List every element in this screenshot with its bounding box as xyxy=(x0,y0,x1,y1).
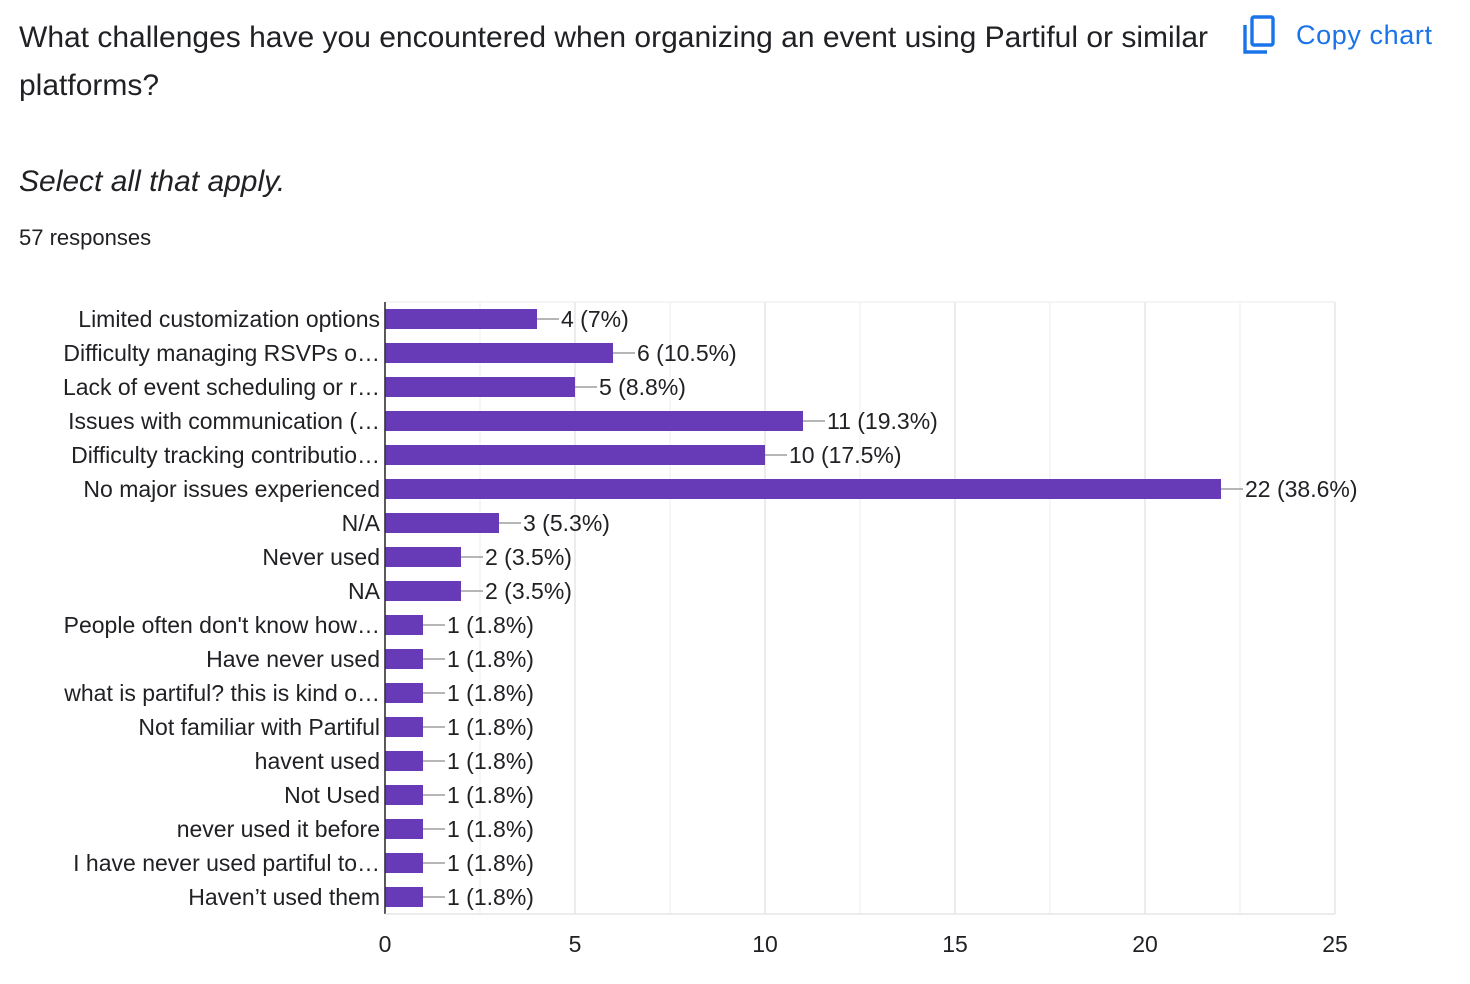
category-label: People often don't know how… xyxy=(64,612,380,638)
bar xyxy=(385,853,423,873)
data-label: 1 (1.8%) xyxy=(447,612,534,638)
axes: Limited customization options Difficulty … xyxy=(63,302,1348,957)
category-label: havent used xyxy=(255,748,380,774)
copy-chart-label: Copy chart xyxy=(1296,19,1433,50)
category-label: never used it before xyxy=(177,816,380,842)
x-tick-label: 15 xyxy=(942,931,968,957)
bar-chart: 4 (7%) 6 (10.5%) 5 (8.8%) 11 (19.3%) 10 (17.… xyxy=(63,301,1358,957)
bar xyxy=(385,649,423,669)
question-title: What challenges have you encountered whe… xyxy=(19,21,1209,102)
bar xyxy=(385,785,423,805)
data-label: 6 (10.5%) xyxy=(637,340,737,366)
copy-chart-button[interactable]: Copy chart xyxy=(1232,10,1443,60)
category-label: No major issues experienced xyxy=(83,476,380,502)
category-label: Difficulty tracking contributio… xyxy=(71,442,380,468)
bar xyxy=(385,309,537,329)
bar xyxy=(385,819,423,839)
x-tick-label: 5 xyxy=(569,931,582,957)
data-label: 1 (1.8%) xyxy=(447,816,534,842)
data-label: 1 (1.8%) xyxy=(447,646,534,672)
bar xyxy=(385,581,461,601)
data-label: 2 (3.5%) xyxy=(485,544,572,570)
category-label: NA xyxy=(348,578,381,604)
bar xyxy=(385,445,765,465)
category-label: Haven’t used them xyxy=(188,884,380,910)
bar xyxy=(385,411,803,431)
data-label: 1 (1.8%) xyxy=(447,680,534,706)
bar xyxy=(385,887,423,907)
data-label: 1 (1.8%) xyxy=(447,884,534,910)
bar xyxy=(385,513,499,533)
bar xyxy=(385,717,423,737)
category-label: Lack of event scheduling or r… xyxy=(63,374,380,400)
data-label: 1 (1.8%) xyxy=(447,782,534,808)
data-label: 4 (7%) xyxy=(561,306,629,332)
data-label: 1 (1.8%) xyxy=(447,714,534,740)
x-tick-label: 25 xyxy=(1322,931,1348,957)
category-label: Not familiar with Partiful xyxy=(138,714,380,740)
bars: 4 (7%) 6 (10.5%) 5 (8.8%) 11 (19.3%) 10 (17.… xyxy=(385,306,1358,910)
category-label: I have never used partiful to… xyxy=(73,850,380,876)
grid-lines xyxy=(384,301,1336,914)
bar xyxy=(385,479,1221,499)
data-label: 22 (38.6%) xyxy=(1245,476,1358,502)
bar xyxy=(385,683,423,703)
category-label: N/A xyxy=(342,510,381,536)
bar xyxy=(385,343,613,363)
data-label: 2 (3.5%) xyxy=(485,578,572,604)
data-label: 1 (1.8%) xyxy=(447,850,534,876)
x-tick-label: 20 xyxy=(1132,931,1158,957)
x-tick-label: 0 xyxy=(379,931,392,957)
category-label: Limited customization options xyxy=(78,306,380,332)
copy-icon xyxy=(1242,14,1276,56)
x-tick-label: 10 xyxy=(752,931,778,957)
category-label: Issues with communication (… xyxy=(68,408,380,434)
category-label: Never used xyxy=(262,544,380,570)
question-subtitle: Select all that apply. xyxy=(19,165,286,198)
data-label: 3 (5.3%) xyxy=(523,510,610,536)
category-label: what is partiful? this is kind o… xyxy=(63,680,380,706)
data-label: 1 (1.8%) xyxy=(447,748,534,774)
bar xyxy=(385,615,423,635)
bar xyxy=(385,751,423,771)
data-label: 5 (8.8%) xyxy=(599,374,686,400)
bar xyxy=(385,377,575,397)
category-label: Not Used xyxy=(284,782,380,808)
bar xyxy=(385,547,461,567)
category-label: Difficulty managing RSVPs o… xyxy=(63,340,380,366)
category-label: Have never used xyxy=(206,646,380,672)
data-label: 11 (19.3%) xyxy=(827,408,938,434)
data-label: 10 (17.5%) xyxy=(789,442,902,468)
response-count: 57 responses xyxy=(19,225,152,250)
